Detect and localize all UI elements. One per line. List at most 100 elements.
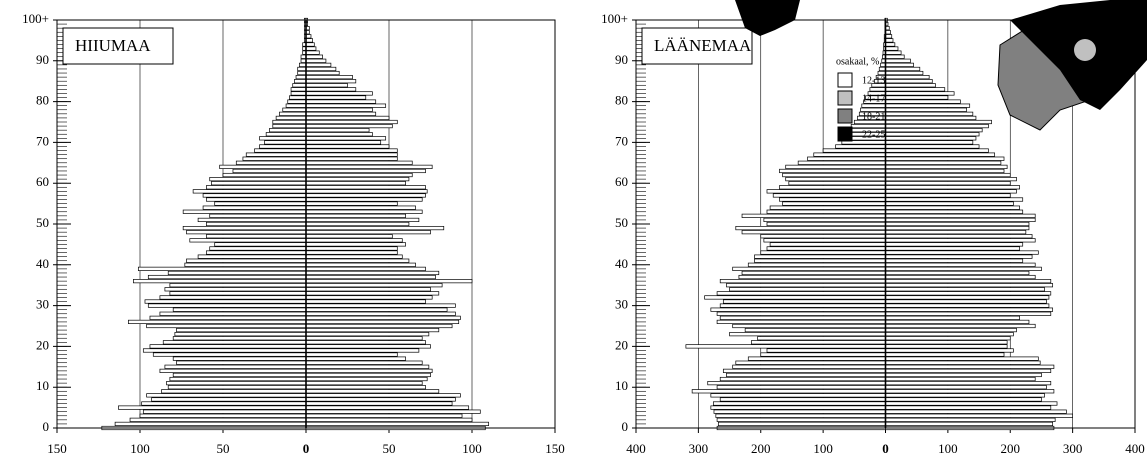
- x-tick-label: 50: [383, 441, 396, 456]
- bar: [885, 409, 1067, 414]
- bar: [769, 205, 886, 210]
- bar: [710, 307, 886, 312]
- bar: [885, 393, 1045, 398]
- bar: [282, 107, 307, 112]
- bar: [305, 119, 398, 125]
- bar: [142, 409, 307, 414]
- bar: [144, 299, 307, 304]
- bar: [305, 132, 373, 137]
- bar: [305, 50, 320, 55]
- bar: [305, 356, 406, 361]
- bar: [305, 246, 398, 251]
- bar: [265, 132, 307, 137]
- bar: [305, 66, 337, 72]
- bar: [305, 234, 393, 239]
- bar: [885, 95, 949, 100]
- bar: [885, 193, 1011, 198]
- bar: [885, 332, 1014, 337]
- charts: 150 100 50 0 50 100 1500102030405060708090100+…: [22, 11, 1145, 456]
- bar: [726, 283, 886, 288]
- legend-label: 18-21: [862, 111, 885, 122]
- x-tick-label: 200: [1001, 441, 1021, 456]
- x-tick-label: 300: [1063, 441, 1083, 456]
- y-tick-label: 70: [615, 133, 628, 148]
- bar: [885, 291, 1052, 296]
- bar: [305, 148, 398, 153]
- bar: [885, 119, 992, 125]
- bar: [305, 291, 440, 296]
- bar: [305, 128, 370, 133]
- bar: [885, 221, 1030, 227]
- bar: [305, 185, 426, 190]
- bar: [885, 83, 936, 88]
- bar: [885, 160, 1002, 165]
- bar: [214, 242, 307, 247]
- bar: [763, 238, 886, 243]
- bar: [885, 323, 1036, 329]
- bar: [885, 107, 967, 112]
- bar: [716, 319, 886, 325]
- y-tick-label: 30: [615, 297, 628, 312]
- bar: [305, 413, 463, 418]
- bar: [885, 381, 1052, 386]
- bar: [885, 181, 1011, 186]
- bar: [741, 213, 886, 218]
- bar: [305, 230, 431, 235]
- bar: [885, 66, 921, 72]
- plot-frame: [635, 19, 1136, 429]
- bar: [717, 421, 886, 427]
- legend-title: osakaal, %: [836, 56, 879, 67]
- bar: [760, 250, 886, 255]
- bar: [137, 266, 307, 271]
- bar: [305, 348, 420, 353]
- bar: [885, 201, 1014, 206]
- bar: [167, 270, 307, 276]
- x-tick-label: 400: [626, 441, 646, 456]
- y-tick-label: 80: [36, 93, 49, 108]
- bar: [232, 168, 307, 174]
- bar: [164, 364, 307, 369]
- bar: [885, 140, 974, 145]
- bar: [264, 140, 307, 145]
- bar: [305, 225, 445, 231]
- bar: [779, 168, 886, 174]
- bar: [691, 389, 886, 394]
- bar: [202, 193, 307, 198]
- bar: [159, 295, 307, 300]
- bar: [835, 144, 886, 149]
- bar: [716, 311, 886, 316]
- bar: [305, 319, 460, 325]
- bar: [885, 299, 1047, 304]
- y-tick-label: 40: [36, 256, 49, 271]
- bar: [885, 372, 1042, 378]
- bar: [305, 123, 393, 129]
- bar: [772, 193, 886, 198]
- bar: [209, 177, 307, 182]
- bar: [885, 405, 1052, 410]
- bar: [182, 225, 307, 231]
- bar: [741, 230, 886, 235]
- bar: [169, 376, 307, 382]
- bar: [766, 209, 886, 214]
- bar: [259, 136, 307, 141]
- bar: [885, 242, 1024, 247]
- bar: [719, 397, 886, 402]
- bar: [305, 364, 430, 369]
- bar: [707, 381, 886, 386]
- bar: [305, 83, 348, 88]
- bar: [722, 299, 886, 304]
- bar: [305, 209, 423, 214]
- bar: [885, 348, 1014, 353]
- bar: [197, 254, 307, 259]
- bar: [716, 385, 886, 390]
- bar: [305, 46, 317, 51]
- bar: [719, 303, 886, 308]
- bar: [885, 156, 1005, 161]
- bar: [167, 385, 307, 390]
- bar: [885, 54, 905, 59]
- bar: [710, 393, 886, 398]
- bar: [885, 189, 1017, 194]
- x-tick-label: 300: [689, 441, 709, 456]
- bar: [885, 177, 1017, 182]
- bar: [885, 205, 1020, 210]
